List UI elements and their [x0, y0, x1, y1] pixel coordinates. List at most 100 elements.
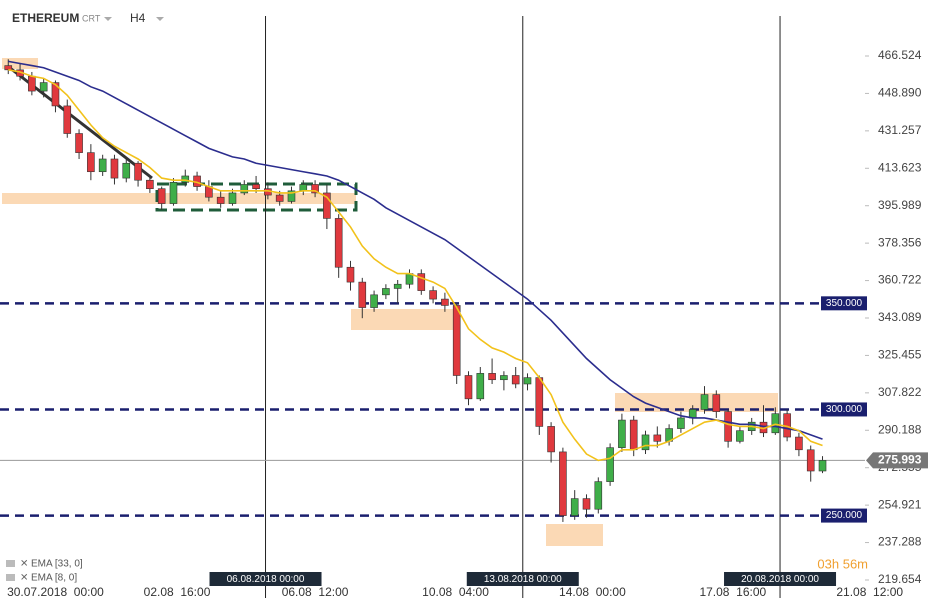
candle-body — [346, 266, 355, 283]
zone — [351, 309, 454, 330]
price-tag — [866, 452, 928, 469]
y-tick-label: 395.989 — [878, 198, 922, 212]
candle-body — [334, 218, 343, 268]
legend-x: ✕ — [20, 573, 28, 584]
candle-body — [134, 162, 142, 181]
candle-body — [358, 281, 367, 308]
separator-label-bg — [466, 572, 579, 586]
symbol: ETHEREUM — [12, 11, 79, 25]
candle-body — [488, 373, 496, 381]
x-tick-label: 10.08 04:00 — [422, 585, 489, 599]
legend-x: ✕ — [20, 559, 28, 570]
level-label: 300.000 — [826, 404, 863, 415]
countdown: 03h 56m — [817, 556, 868, 571]
y-tick-label: 413.623 — [878, 160, 922, 174]
candle-body — [299, 184, 308, 192]
timeframe[interactable]: H4 — [130, 11, 146, 25]
candle-body — [169, 182, 178, 204]
candle-body — [39, 82, 48, 92]
chart-style[interactable]: CRT — [82, 13, 101, 23]
level-label: 250.000 — [826, 510, 863, 521]
candle-body — [559, 451, 567, 516]
dropdown-icon[interactable] — [156, 17, 164, 21]
candle-body — [382, 288, 390, 296]
x-tick-label: 17.08 16:00 — [699, 585, 766, 599]
candle-body — [688, 409, 697, 419]
candle-body — [641, 434, 650, 451]
y-tick-label: 219.654 — [878, 572, 922, 586]
y-tick-label: 343.089 — [878, 310, 922, 324]
dropdown-icon[interactable] — [104, 17, 112, 21]
candle-body — [582, 498, 591, 510]
ema-line — [8, 60, 823, 440]
candle-body — [323, 192, 331, 219]
y-tick-label: 254.921 — [878, 497, 922, 511]
candle-body — [594, 481, 603, 510]
level-label-bg — [821, 508, 867, 523]
candle-body — [476, 373, 485, 400]
candle-body — [216, 196, 225, 204]
candle-body — [228, 192, 237, 204]
candle-body — [606, 447, 614, 482]
candle-body — [795, 436, 803, 451]
x-tick-label: 14.08 00:00 — [559, 585, 626, 599]
separator-label-bg — [209, 572, 322, 586]
candle-body — [771, 413, 780, 434]
x-tick-label: 06.08 12:00 — [282, 585, 349, 599]
x-tick-label: 02.08 16:00 — [144, 585, 211, 599]
candle-body — [146, 179, 154, 190]
candle-body — [677, 417, 685, 429]
y-tick-label: 307.822 — [878, 385, 922, 399]
candle-body — [110, 158, 119, 179]
x-tick-label: 30.07.2018 00:00 — [7, 585, 104, 599]
candle-body — [275, 194, 284, 202]
candle-body — [464, 375, 473, 400]
y-tick-label: 237.288 — [878, 535, 922, 549]
candle-body — [287, 190, 296, 202]
zone — [2, 193, 356, 204]
candle-body — [653, 434, 662, 442]
candle-body — [511, 375, 520, 385]
candle-body — [818, 460, 827, 472]
y-tick-label: 466.524 — [878, 48, 922, 62]
candle-body — [51, 82, 60, 107]
header: ETHEREUM CRT H4 — [12, 11, 164, 25]
candle-body — [122, 162, 131, 179]
candle-body — [452, 305, 461, 376]
candle-body — [28, 75, 36, 92]
price-tag-label: 275.993 — [878, 453, 922, 467]
separator-label-bg — [724, 572, 837, 586]
candle-body — [712, 394, 721, 412]
candle-body — [629, 419, 638, 451]
candle-body — [736, 430, 744, 442]
candle-body — [87, 152, 95, 173]
y-tick-label: 448.890 — [878, 86, 922, 100]
candle-body — [181, 175, 190, 183]
y-tick-label: 290.188 — [878, 422, 922, 436]
candle-body — [393, 283, 402, 289]
candle-body — [4, 65, 13, 71]
legend-icon — [6, 560, 15, 567]
y-tick-label: 431.257 — [878, 123, 922, 137]
legend-icon — [6, 574, 15, 581]
candle-body — [500, 375, 508, 381]
candle-body — [429, 290, 437, 300]
ema-line — [8, 69, 823, 462]
candle-body — [570, 498, 579, 516]
candle-body — [724, 411, 732, 442]
candle-body — [806, 449, 815, 472]
level-label-bg — [821, 296, 867, 311]
candle-body — [700, 394, 709, 410]
candle-body — [370, 294, 378, 308]
zone — [546, 524, 603, 546]
candle-body — [535, 377, 544, 427]
x-tick-label: 21.08 12:00 — [836, 585, 903, 599]
candle-body — [417, 273, 426, 291]
separator-label: 06.08.2018 00:00 — [227, 574, 305, 585]
candle-body — [240, 184, 249, 194]
y-tick-label: 360.722 — [878, 273, 922, 287]
y-tick-label: 325.455 — [878, 348, 922, 362]
candle-body — [252, 184, 260, 190]
separator-label: 20.08.2018 00:00 — [741, 574, 819, 585]
